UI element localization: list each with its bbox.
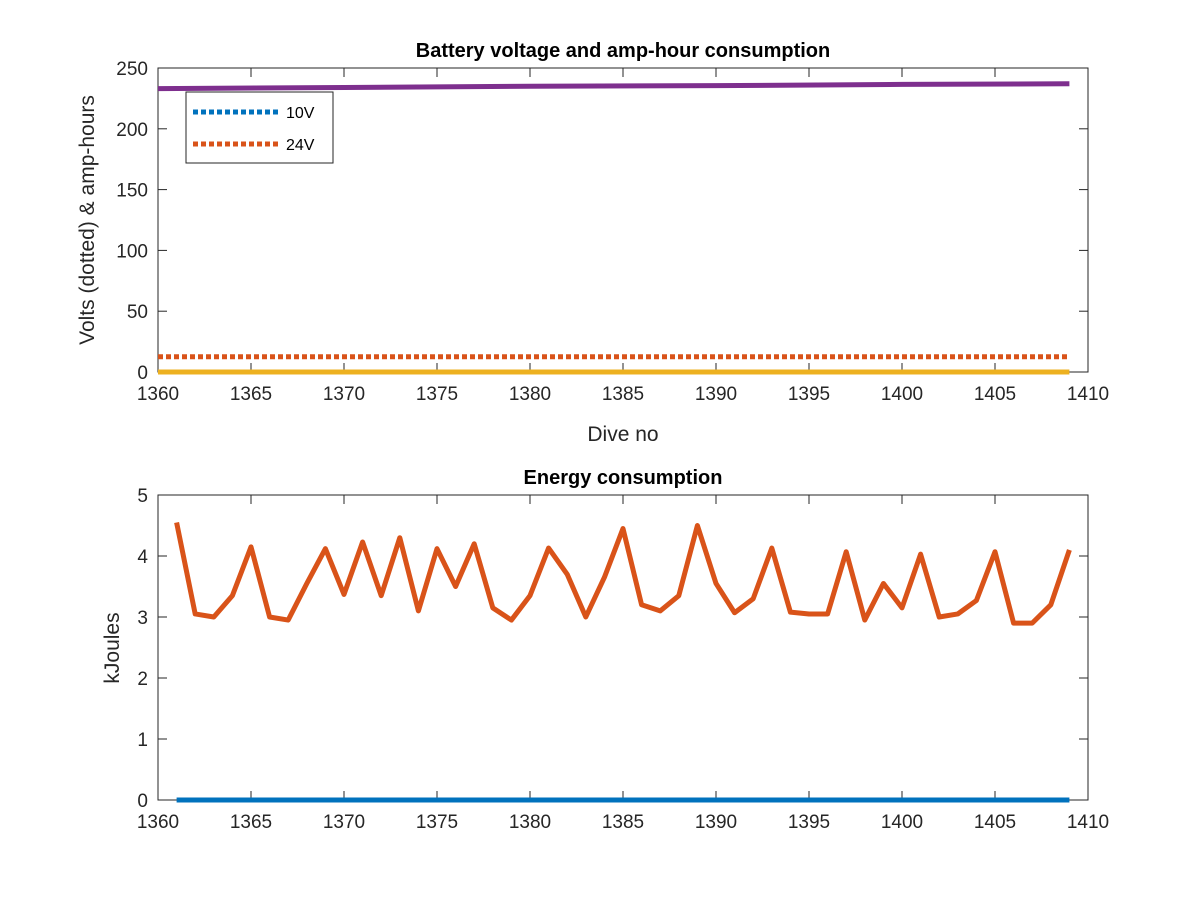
x-tick-label: 1410 <box>1067 812 1109 833</box>
x-tick-label: 1360 <box>137 384 179 405</box>
axes-box <box>157 494 1089 801</box>
y-tick-label: 150 <box>116 181 148 202</box>
subplot-2: 1360 1365 1370 1375 1380 1385 1390 1395 1400 1405… <box>101 467 1109 833</box>
y-tick-label: 200 <box>116 120 148 141</box>
x-tick-label: 1405 <box>974 384 1016 405</box>
x-tick-label: 1375 <box>416 812 458 833</box>
y-tick-label: 100 <box>116 241 148 262</box>
y-tick-label: 0 <box>137 791 148 812</box>
x-tick-label: 1365 <box>230 384 272 405</box>
y-tick-label: 5 <box>137 486 148 507</box>
x-tick-label: 1395 <box>788 812 830 833</box>
x-tick-label: 1410 <box>1067 384 1109 405</box>
y-tick-label: 1 <box>137 730 148 751</box>
y-tick-label: 4 <box>137 547 148 568</box>
y-axis-label: Volts (dotted) & amp-hours <box>76 95 99 345</box>
x-tick-label: 1390 <box>695 812 737 833</box>
x-tick-label: 1400 <box>881 812 923 833</box>
x-tick-label: 1375 <box>416 384 458 405</box>
y-tick-label: 3 <box>137 608 148 629</box>
legend: 10V 24V <box>185 91 334 164</box>
x-tick-label: 1370 <box>323 812 365 833</box>
x-tick-label: 1395 <box>788 384 830 405</box>
y-axis-label: kJoules <box>101 612 124 683</box>
x-tick-label: 1360 <box>137 812 179 833</box>
x-axis-label: Dive no <box>587 423 658 446</box>
y-tick-label: 250 <box>116 59 148 80</box>
chart-title: Battery voltage and amp-hour consumption <box>416 40 830 62</box>
y-tick-label: 2 <box>137 669 148 690</box>
x-tick-label: 1390 <box>695 384 737 405</box>
x-tick-label: 1365 <box>230 812 272 833</box>
x-tick-label: 1380 <box>509 384 551 405</box>
legend-box <box>185 91 334 164</box>
x-tick-label: 1380 <box>509 812 551 833</box>
legend-label: 10V <box>286 105 315 122</box>
x-tick-label: 1385 <box>602 812 644 833</box>
x-tick-label: 1400 <box>881 384 923 405</box>
y-tick-label: 0 <box>137 363 148 384</box>
series-line-4 <box>157 81 1070 92</box>
x-tick-label: 1370 <box>323 384 365 405</box>
series-line-2 <box>174 521 1072 626</box>
y-tick-label: 50 <box>127 302 148 323</box>
chart-title: Energy consumption <box>524 467 723 489</box>
x-tick-label: 1385 <box>602 384 644 405</box>
legend-label: 24V <box>286 137 315 154</box>
x-tick-label: 1405 <box>974 812 1016 833</box>
subplot-1: 1360 1365 1370 1375 1380 1385 1390 1395 1400 1405… <box>76 40 1109 446</box>
